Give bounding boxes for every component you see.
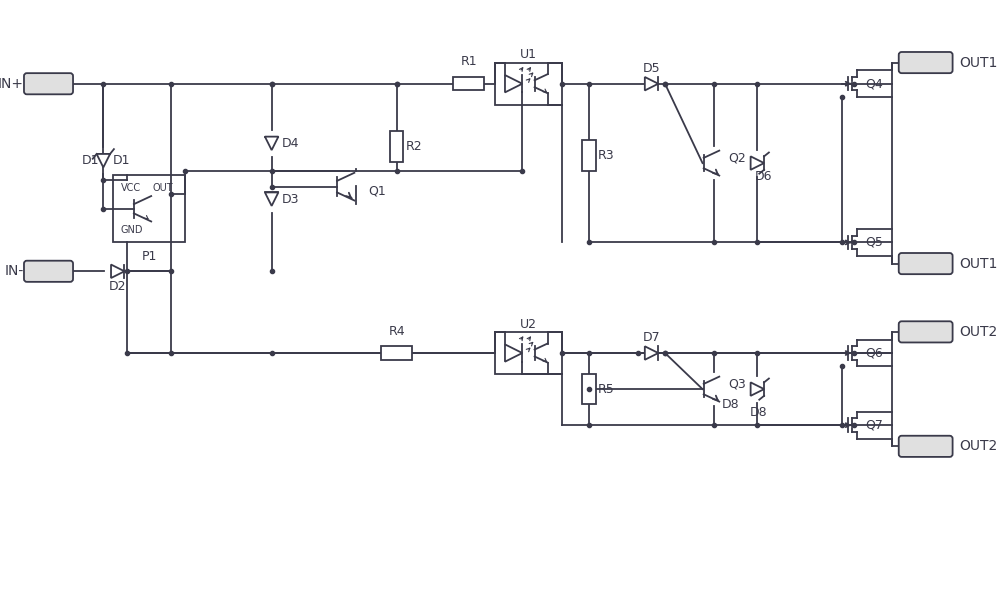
Polygon shape — [751, 157, 764, 170]
Text: D4: D4 — [281, 137, 299, 150]
Polygon shape — [265, 137, 278, 150]
Bar — [381, 347, 412, 360]
Bar — [495, 63, 562, 105]
Polygon shape — [751, 382, 764, 396]
Text: OUT: OUT — [153, 183, 173, 193]
Bar — [582, 140, 596, 171]
Text: D7: D7 — [643, 331, 660, 344]
Text: U1: U1 — [520, 49, 537, 61]
Text: Q3: Q3 — [728, 378, 746, 391]
Text: IN-: IN- — [5, 264, 24, 278]
Bar — [390, 131, 403, 161]
Polygon shape — [645, 77, 658, 90]
Text: Q2: Q2 — [728, 152, 746, 164]
Polygon shape — [645, 347, 658, 360]
Text: D6: D6 — [754, 170, 772, 183]
Polygon shape — [97, 154, 110, 168]
Text: OUT1: OUT1 — [959, 56, 998, 70]
Text: IN+: IN+ — [0, 76, 24, 90]
Text: R2: R2 — [405, 140, 422, 153]
Text: D8: D8 — [750, 407, 767, 419]
Bar — [453, 77, 484, 90]
Text: VCC: VCC — [121, 183, 141, 193]
Text: OUT2: OUT2 — [959, 439, 998, 453]
Text: Q6: Q6 — [865, 347, 883, 359]
Text: U2: U2 — [520, 317, 537, 331]
FancyBboxPatch shape — [899, 52, 953, 73]
FancyBboxPatch shape — [24, 260, 73, 282]
Text: D1: D1 — [82, 154, 100, 167]
Polygon shape — [111, 265, 124, 278]
Bar — [113, 175, 185, 242]
Text: D8: D8 — [722, 398, 739, 411]
Text: OUT2: OUT2 — [959, 325, 998, 339]
Polygon shape — [265, 192, 278, 206]
Text: D1: D1 — [113, 154, 130, 167]
FancyBboxPatch shape — [899, 436, 953, 457]
FancyBboxPatch shape — [899, 253, 953, 274]
Text: R4: R4 — [388, 325, 405, 337]
Text: D3: D3 — [281, 192, 299, 206]
Text: OUT1: OUT1 — [959, 257, 998, 271]
Bar — [582, 374, 596, 404]
Text: Q7: Q7 — [865, 419, 883, 432]
Text: R5: R5 — [598, 382, 614, 396]
Text: P1: P1 — [141, 250, 157, 263]
Polygon shape — [505, 75, 522, 92]
Polygon shape — [505, 344, 522, 362]
Text: Q4: Q4 — [865, 77, 883, 90]
Text: R3: R3 — [598, 149, 614, 162]
Text: Q1: Q1 — [368, 185, 386, 198]
Text: D5: D5 — [643, 62, 660, 75]
Bar — [495, 332, 562, 374]
FancyBboxPatch shape — [24, 73, 73, 94]
FancyBboxPatch shape — [899, 321, 953, 342]
Text: D2: D2 — [109, 280, 127, 293]
Text: Q5: Q5 — [865, 236, 883, 249]
Text: R1: R1 — [460, 55, 477, 69]
Text: GND: GND — [121, 225, 143, 235]
